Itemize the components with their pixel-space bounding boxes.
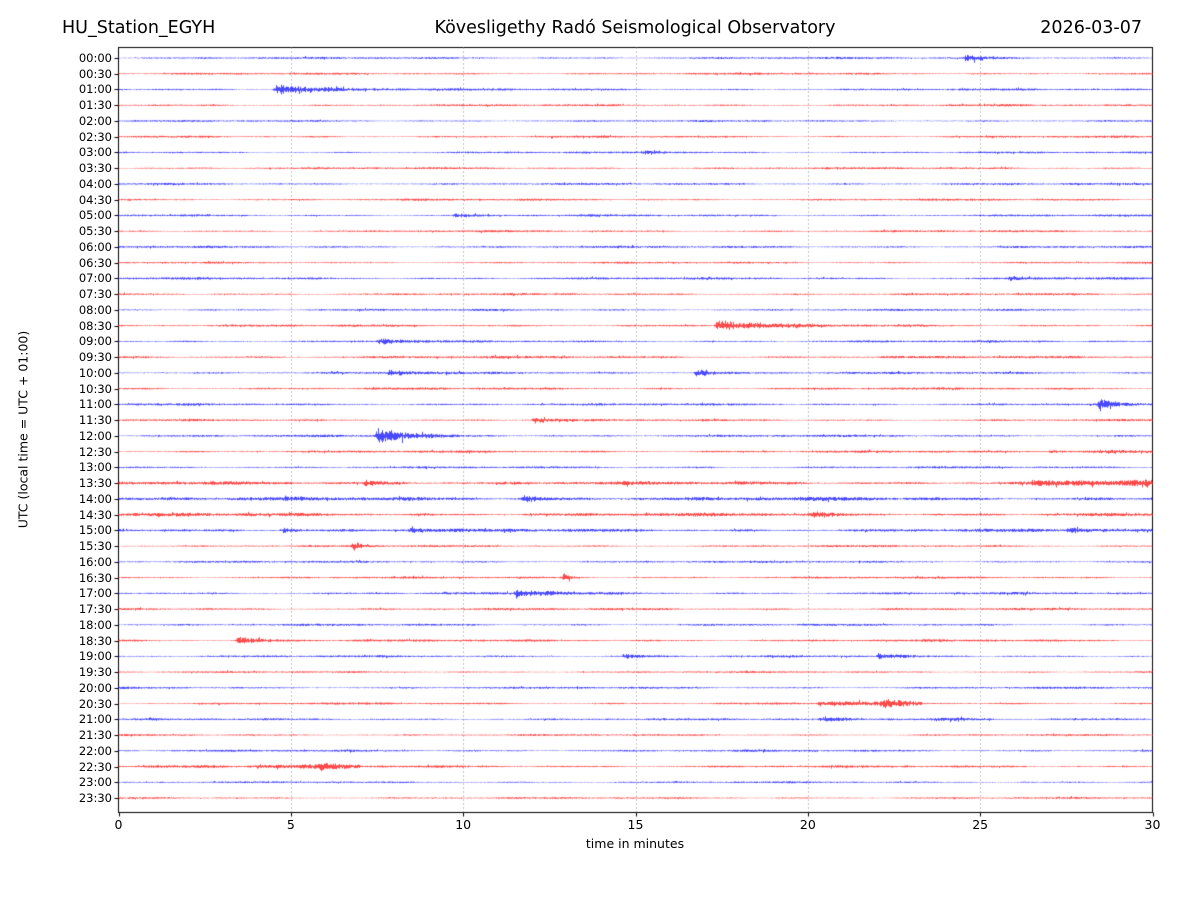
y-tick-label: 15:00 — [78, 523, 112, 538]
x-tick-label: 20 — [799, 817, 816, 832]
x-tick-label: 0 — [114, 817, 123, 832]
y-tick-label: 21:30 — [78, 728, 112, 743]
y-tick-label: 12:30 — [78, 444, 112, 459]
y-tick-label: 14:30 — [78, 507, 112, 522]
y-tick-label: 07:30 — [78, 287, 112, 302]
y-tick-label: 18:30 — [78, 633, 112, 648]
y-tick-label: 14:00 — [78, 491, 112, 506]
y-tick-label: 15:30 — [78, 539, 112, 554]
y-tick-label: 16:00 — [78, 554, 112, 569]
y-tick-label: 04:30 — [78, 192, 112, 207]
y-tick-label: 09:00 — [78, 334, 112, 349]
y-tick-label: 18:00 — [78, 617, 112, 632]
y-tick-label: 11:30 — [78, 413, 112, 428]
y-tick-label: 06:00 — [78, 239, 112, 254]
y-tick-label: 03:00 — [78, 145, 112, 160]
station-title: HU_Station_EGYH — [62, 18, 216, 38]
y-tick-label: 17:00 — [78, 586, 112, 601]
y-tick-label: 00:00 — [78, 51, 112, 65]
y-tick-label: 08:30 — [78, 318, 112, 333]
y-tick-label: 04:00 — [78, 176, 112, 191]
observatory-title: Kövesligethy Radó Seismological Observat… — [434, 18, 836, 38]
y-tick-label: 10:00 — [78, 365, 112, 380]
y-tick-label: 02:30 — [78, 129, 112, 144]
y-tick-label: 05:00 — [78, 208, 112, 223]
y-tick-label: 20:30 — [78, 696, 112, 711]
y-tick-label: 23:30 — [78, 791, 112, 805]
y-tick-label: 10:30 — [78, 381, 112, 396]
y-tick-label: 19:30 — [78, 665, 112, 680]
y-tick-label: 09:30 — [78, 350, 112, 365]
x-axis-title: time in minutes — [585, 836, 685, 851]
y-tick-label: 01:30 — [78, 98, 112, 113]
y-tick-label: 05:30 — [78, 224, 112, 239]
y-tick-label: 01:00 — [78, 82, 112, 97]
date-label: 2026-03-07 — [1040, 18, 1142, 38]
y-tick-label: 21:00 — [78, 712, 112, 727]
x-tick-label: 15 — [627, 817, 644, 832]
y-tick-label: 00:30 — [78, 66, 112, 81]
y-tick-label: 08:00 — [78, 302, 112, 317]
y-tick-label: 11:00 — [78, 397, 112, 412]
y-axis-title: UTC (local time = UTC + 01:00) — [15, 330, 31, 529]
y-tick-label: 22:00 — [78, 743, 112, 758]
y-tick-label: 03:30 — [78, 161, 112, 176]
y-tick-label: 22:30 — [78, 759, 112, 774]
y-tick-label: 06:30 — [78, 255, 112, 270]
y-tick-label: 16:30 — [78, 570, 112, 585]
y-tick-label: 07:00 — [78, 271, 112, 286]
y-tick-label: 12:00 — [78, 428, 112, 443]
y-tick-label: 23:00 — [78, 775, 112, 790]
y-tick-label: 02:00 — [78, 113, 112, 128]
y-tick-label: 19:00 — [78, 649, 112, 664]
y-tick-label: 13:00 — [78, 460, 112, 475]
y-tick-label: 17:30 — [78, 602, 112, 617]
x-tick-label: 10 — [455, 817, 472, 832]
x-tick-label: 5 — [286, 817, 295, 832]
x-tick-label: 25 — [972, 817, 989, 832]
x-tick-label: 30 — [1144, 817, 1161, 832]
y-tick-label: 20:00 — [78, 680, 112, 695]
y-tick-label: 13:30 — [78, 476, 112, 491]
